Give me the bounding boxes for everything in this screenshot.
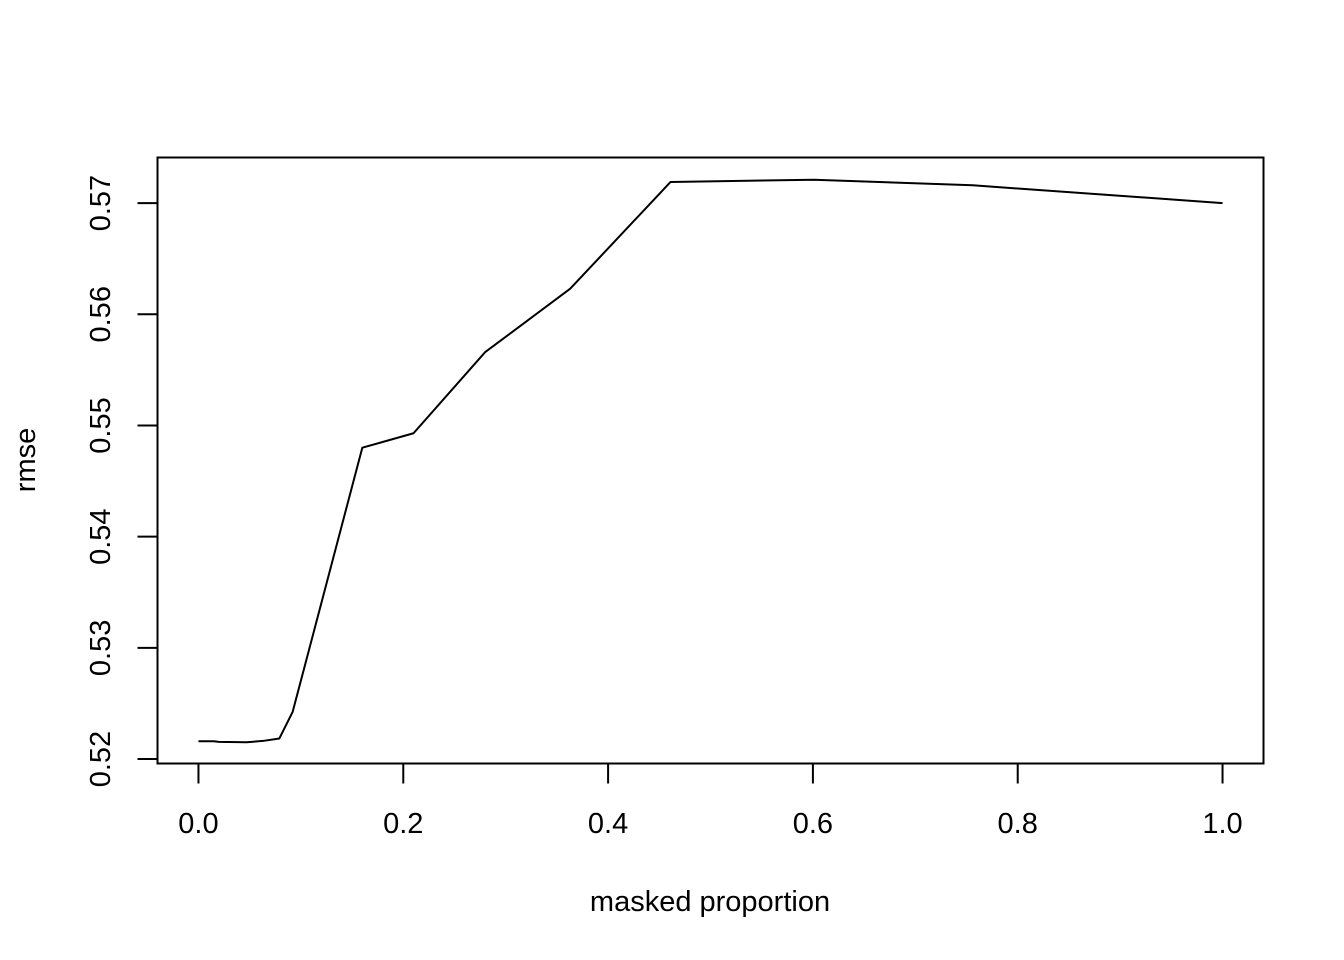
y-tick-label: 0.52 bbox=[85, 731, 117, 787]
x-tick-label: 0.8 bbox=[998, 808, 1038, 840]
plot-frame bbox=[156, 156, 1265, 765]
y-tick-label: 0.55 bbox=[85, 397, 117, 453]
y-tick-label: 0.57 bbox=[85, 175, 117, 231]
series-line bbox=[198, 178, 1223, 744]
y-tick-label: 0.53 bbox=[85, 620, 117, 676]
series-layer bbox=[198, 178, 1223, 744]
x-tick-label: 0.6 bbox=[793, 808, 833, 840]
x-tick-label: 0.2 bbox=[383, 808, 423, 840]
y-axis: 0.52 0.53 0.54 0.55 0.56 0.57 bbox=[85, 175, 159, 787]
x-axis: 0.0 0.2 0.4 0.6 0.8 1.0 bbox=[178, 762, 1243, 840]
y-tick-label: 0.56 bbox=[85, 286, 117, 342]
y-tick-label: 0.54 bbox=[85, 508, 117, 564]
y-axis-title: rmse bbox=[10, 428, 42, 492]
x-tick-label: 0.4 bbox=[588, 808, 628, 840]
x-tick-label: 1.0 bbox=[1202, 808, 1242, 840]
x-axis-title: masked proportion bbox=[590, 886, 830, 918]
x-tick-label: 0.0 bbox=[178, 808, 218, 840]
